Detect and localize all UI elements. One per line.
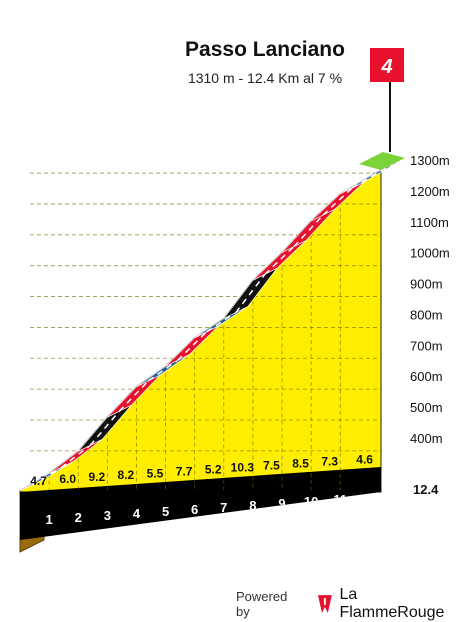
summit-cap (359, 152, 405, 170)
x-tick-label: 2 (75, 510, 82, 525)
y-tick-label: 400m (410, 431, 443, 446)
y-tick-label: 800m (410, 307, 443, 322)
category-badge-number: 4 (380, 56, 392, 78)
segment-centerline (264, 245, 295, 275)
x-tick-label: 10 (304, 494, 318, 509)
gradient-label: 7.3 (321, 455, 338, 469)
category-badge (370, 48, 404, 82)
end-distance-label: 12.4 (413, 482, 439, 497)
footer: Powered by La FlammeRouge (236, 586, 465, 621)
x-tick-label: 3 (104, 508, 111, 523)
x-tick-label: 8 (249, 498, 256, 513)
gradient-label: 5.5 (147, 466, 164, 480)
y-tick-label: 700m (410, 338, 443, 353)
x-tick-label: 9 (278, 496, 285, 511)
climb-subtitle: 1310 m - 12.4 Km al 7 % (187, 70, 343, 86)
labels-layer: 400m 500m 600m 700m 800m 900m 1000m 1100m 1200m 1… (30, 153, 450, 527)
distance-band (20, 467, 381, 540)
y-tick-label: 600m (410, 369, 443, 384)
gradient-label: 6.0 (59, 472, 76, 486)
segment-centerline (206, 311, 237, 333)
gradient-label: 8.5 (292, 457, 309, 471)
x-tick-label: 6 (191, 502, 198, 517)
y-tick-label: 1300m (410, 153, 450, 168)
y-tick-label: 1000m (410, 246, 450, 261)
x-tick-label: 1 (45, 512, 52, 527)
gradient-label: 4.6 (356, 452, 373, 466)
gradient-label: 5.2 (205, 462, 222, 476)
y-tick-label: 900m (410, 277, 443, 292)
segment-centerline (293, 214, 324, 248)
gradient-label: 7.7 (176, 464, 193, 478)
x-tick-label: 4 (133, 506, 141, 521)
x-tick-label: 7 (220, 500, 227, 515)
y-tick-label: 500m (410, 400, 443, 415)
flamme-rouge-logo-icon (317, 595, 332, 613)
segment-centerline (89, 410, 120, 446)
brand-name: La FlammeRouge (339, 586, 445, 621)
segment-centerline (148, 359, 178, 382)
y-tick-label: 1200m (410, 184, 450, 199)
gradient-label: 4.7 (30, 474, 47, 488)
x-tick-label: 11 (333, 492, 347, 507)
segment-centerline (235, 273, 266, 313)
x-tick-label: 5 (162, 504, 169, 519)
segment-centerline (351, 163, 394, 189)
gradient-label: 9.2 (88, 470, 105, 484)
chart-layer (19, 169, 382, 553)
segment-centerline (177, 331, 208, 361)
segment-centerline (322, 187, 353, 216)
marks-layer (19, 152, 406, 492)
segment-centerline (118, 380, 149, 412)
gradient-label: 8.2 (118, 468, 135, 482)
gradient-label: 10.3 (231, 460, 255, 474)
climb-title: Passo Lanciano (185, 38, 345, 61)
powered-by-label: Powered by (236, 589, 288, 619)
segment-centerline (31, 466, 62, 486)
y-tick-label: 1100m (410, 215, 449, 230)
grid-layer (30, 172, 381, 490)
gradient-label: 7.5 (263, 459, 280, 473)
